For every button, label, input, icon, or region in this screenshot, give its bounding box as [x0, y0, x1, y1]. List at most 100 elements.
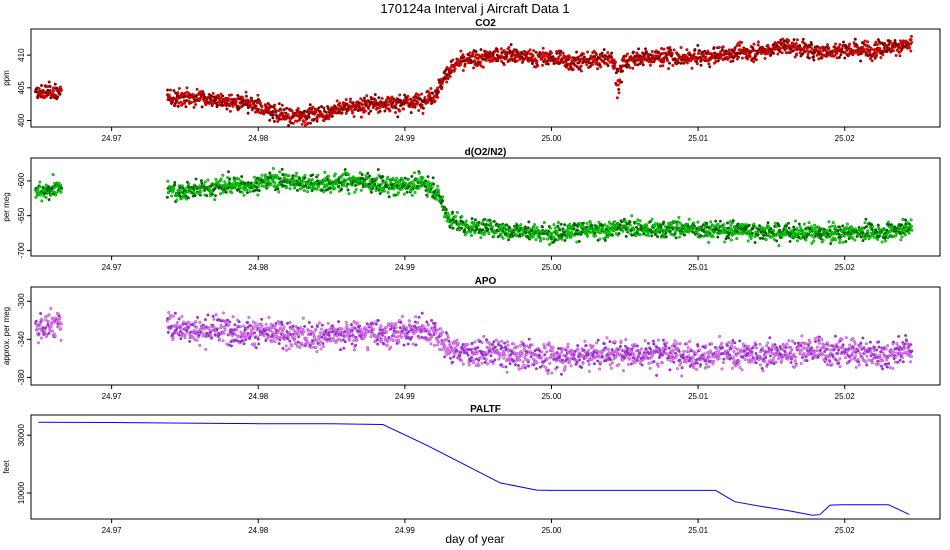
data-point	[272, 119, 276, 123]
data-point	[369, 109, 373, 113]
data-point	[482, 233, 486, 237]
data-point	[368, 174, 372, 178]
x-tick-label: 24.99	[395, 263, 416, 272]
data-point	[58, 316, 62, 320]
data-point	[674, 230, 678, 234]
data-point	[192, 93, 196, 97]
data-point	[599, 65, 603, 69]
data-point	[590, 224, 594, 228]
data-point	[649, 53, 653, 57]
y-tick-label: 405	[17, 81, 26, 95]
data-point	[455, 210, 459, 214]
data-point	[221, 311, 225, 315]
data-point	[214, 313, 218, 317]
data-point	[413, 98, 417, 102]
data-point	[298, 176, 302, 180]
data-point	[335, 181, 339, 185]
data-point	[215, 103, 219, 107]
data-point	[724, 49, 728, 53]
series-points-o2n2	[33, 166, 914, 248]
data-point	[252, 331, 256, 335]
data-point	[337, 184, 341, 188]
data-point	[213, 194, 217, 198]
data-point	[279, 326, 283, 330]
data-point	[310, 181, 314, 185]
data-point	[38, 180, 42, 184]
data-point	[193, 194, 197, 198]
data-point	[716, 235, 720, 239]
data-point	[229, 344, 233, 348]
data-point	[585, 221, 589, 225]
data-point	[772, 228, 776, 232]
data-point	[296, 188, 300, 192]
data-point	[369, 190, 373, 194]
data-point	[634, 220, 638, 224]
x-tick-label: 24.99	[395, 134, 416, 143]
data-point	[870, 59, 874, 63]
data-point	[203, 318, 207, 322]
data-point	[428, 91, 432, 95]
data-point	[570, 231, 574, 235]
data-point	[541, 46, 545, 50]
data-point	[228, 177, 232, 181]
data-point	[773, 221, 777, 225]
data-point	[661, 51, 665, 55]
data-point	[213, 333, 217, 337]
data-point	[721, 45, 725, 49]
data-point	[48, 330, 52, 334]
data-point	[424, 179, 428, 183]
data-point	[429, 86, 433, 90]
data-point	[375, 176, 379, 180]
data-point	[211, 91, 215, 95]
data-point	[48, 84, 52, 88]
data-point	[829, 241, 833, 245]
data-point	[439, 201, 443, 205]
data-point	[787, 39, 791, 43]
data-point	[269, 105, 273, 109]
data-point	[186, 196, 190, 200]
data-point	[378, 192, 382, 196]
data-point	[278, 338, 282, 342]
data-point	[46, 323, 50, 327]
data-point	[288, 321, 292, 325]
data-point	[210, 192, 214, 196]
data-point	[341, 172, 345, 176]
data-point	[746, 239, 750, 243]
data-point	[798, 225, 802, 229]
data-point	[183, 333, 187, 337]
data-point	[176, 91, 180, 95]
data-point	[791, 49, 795, 53]
data-point	[464, 219, 468, 223]
data-point	[645, 223, 649, 227]
data-point	[413, 190, 417, 194]
y-axis-label-co2: ppm	[2, 70, 11, 86]
data-point	[227, 323, 231, 327]
data-point	[755, 58, 759, 62]
data-point	[273, 181, 277, 185]
data-point	[738, 44, 742, 48]
data-point	[329, 190, 333, 194]
data-point	[876, 223, 880, 227]
data-point	[288, 187, 292, 191]
data-point	[392, 187, 396, 191]
data-point	[166, 179, 170, 183]
data-point	[777, 244, 781, 248]
data-point	[200, 331, 204, 335]
data-point	[302, 120, 306, 124]
data-point	[758, 236, 762, 240]
data-point	[470, 217, 474, 221]
data-point	[670, 52, 674, 56]
data-point	[185, 86, 189, 90]
data-point	[575, 240, 579, 244]
figure-title: 170124a Interval j Aircraft Data 1	[380, 1, 569, 16]
data-point	[884, 239, 888, 243]
data-point	[430, 185, 434, 189]
data-point	[711, 224, 715, 228]
data-point	[617, 87, 621, 91]
data-point	[371, 186, 375, 190]
data-point	[203, 180, 207, 184]
data-point	[387, 195, 391, 199]
data-point	[651, 54, 655, 58]
data-point	[264, 322, 268, 326]
data-point	[595, 60, 599, 64]
